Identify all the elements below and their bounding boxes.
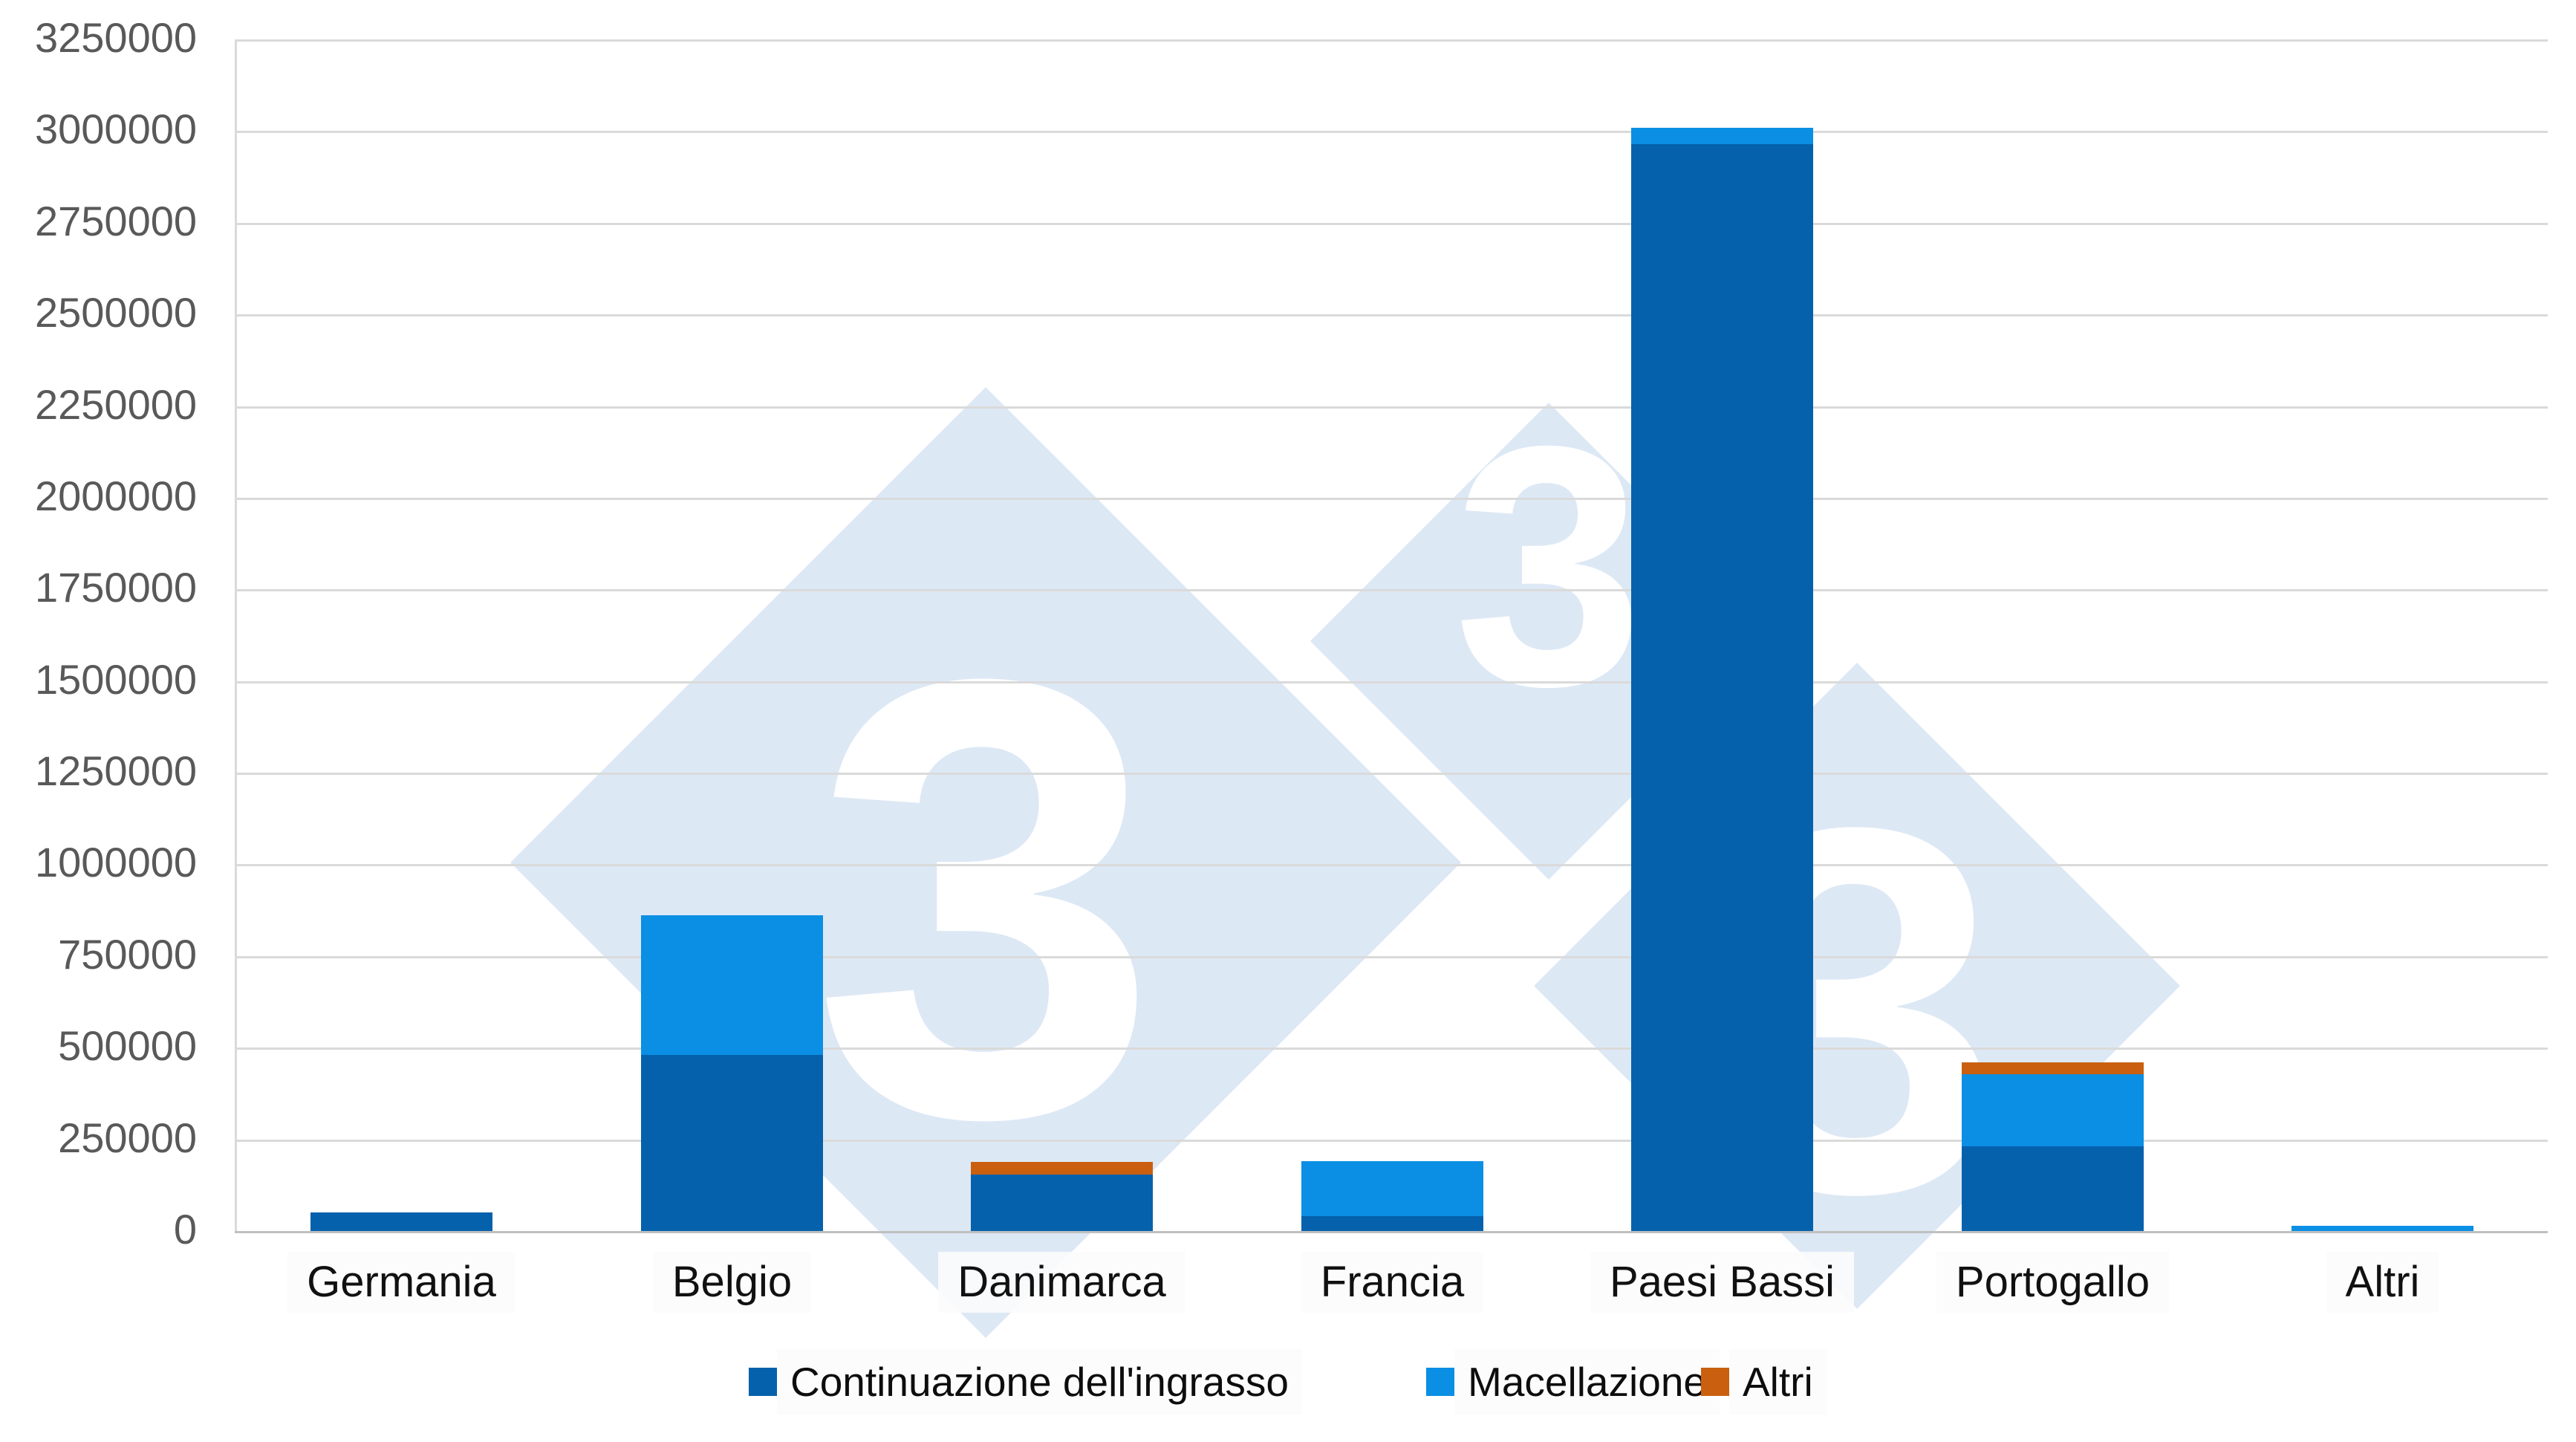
x-label-paesi-bassi: Paesi Bassi — [1557, 1252, 1887, 1313]
legend-label: Altri — [1729, 1349, 1827, 1415]
x-label-germania: Germania — [236, 1252, 567, 1313]
x-label-text: Altri — [2326, 1252, 2439, 1313]
stacked-bar-danimarca — [971, 1162, 1153, 1231]
y-tick-label-250000: 250000 — [58, 1114, 197, 1161]
y-axis-line — [235, 39, 237, 1231]
watermark-diamond-2: 3 — [1211, 304, 1886, 978]
y-tick-label-1000000: 1000000 — [34, 839, 197, 886]
bar-segment-continuazione-dell-ingrasso-belgio — [641, 1055, 823, 1231]
gridline — [236, 956, 2548, 958]
bar-slot-portogallo — [1887, 39, 2218, 1231]
y-tick-label-750000: 750000 — [58, 931, 197, 978]
bar-slot-germania — [236, 39, 567, 1231]
y-tick-label-1500000: 1500000 — [34, 656, 197, 703]
legend-label: Continuazione dell'ingrasso — [777, 1349, 1302, 1415]
y-tick-label-2000000: 2000000 — [34, 472, 197, 519]
legend-swatch-altri — [1701, 1368, 1729, 1396]
watermark-3-glyph: 3 — [1454, 376, 1644, 757]
watermark-diamond-1: 3 — [313, 190, 1658, 1442]
stacked-bar-francia — [1301, 1161, 1483, 1231]
stacked-bar-altri — [2292, 1226, 2473, 1231]
x-label-text: Francia — [1301, 1252, 1484, 1313]
bar-slot-francia — [1227, 39, 1558, 1231]
x-axis-line — [235, 1231, 2548, 1233]
bar-segment-continuazione-dell-ingrasso-germania — [310, 1212, 492, 1231]
bar-segment-continuazione-dell-ingrasso-francia — [1301, 1216, 1483, 1231]
y-tick-label-3000000: 3000000 — [34, 105, 197, 152]
y-tick-label-500000: 500000 — [58, 1022, 197, 1069]
stacked-bar-germania — [310, 1212, 492, 1231]
legend-item-altri: Altri — [1701, 1349, 1827, 1415]
x-label-text: Belgio — [652, 1252, 812, 1313]
y-tick-label-0: 0 — [173, 1206, 197, 1253]
y-tick-label-2500000: 2500000 — [34, 289, 197, 336]
bar-slot-altri — [2217, 39, 2548, 1231]
gridline — [236, 314, 2548, 316]
bar-segment-macellazione-francia — [1301, 1161, 1483, 1216]
y-tick-label-1250000: 1250000 — [34, 747, 197, 794]
x-label-portogallo: Portogallo — [1887, 1252, 2218, 1313]
gridline — [236, 498, 2548, 500]
x-label-text: Danimarca — [938, 1252, 1185, 1313]
legend-label: Macellazione — [1454, 1349, 1720, 1415]
y-tick-label-2750000: 2750000 — [34, 198, 197, 244]
y-tick-label-2250000: 2250000 — [34, 381, 197, 428]
bar-segment-continuazione-dell-ingrasso-paesi-bassi — [1631, 144, 1813, 1231]
gridline — [236, 864, 2548, 866]
x-label-danimarca: Danimarca — [897, 1252, 1227, 1313]
gridline — [236, 131, 2548, 133]
bar-segment-altri-danimarca — [971, 1162, 1153, 1175]
gridline — [236, 406, 2548, 409]
y-tick-label-1750000: 1750000 — [34, 564, 197, 611]
x-label-text: Paesi Bassi — [1590, 1252, 1855, 1313]
legend-item-macellazione: Macellazione — [1426, 1349, 1720, 1415]
legend-item-continuazione-dell-ingrasso: Continuazione dell'ingrasso — [749, 1349, 1302, 1415]
legend-swatch-continuazione-dell-ingrasso — [749, 1368, 777, 1396]
y-tick-label-3250000: 3250000 — [34, 14, 197, 61]
bar-segment-macellazione-altri — [2292, 1226, 2473, 1231]
gridline — [236, 223, 2548, 225]
x-label-text: Germania — [287, 1252, 515, 1313]
gridline — [236, 39, 2548, 42]
stacked-bar-belgio — [641, 915, 823, 1231]
stacked-bar-paesi-bassi — [1631, 128, 1813, 1231]
gridline — [236, 1140, 2548, 1142]
x-label-text: Portogallo — [1936, 1252, 2170, 1313]
bar-slot-belgio — [567, 39, 897, 1231]
x-label-belgio: Belgio — [567, 1252, 897, 1313]
bar-segment-continuazione-dell-ingrasso-danimarca — [971, 1175, 1153, 1231]
gridline — [236, 1048, 2548, 1050]
bar-segment-macellazione-portogallo — [1962, 1074, 2144, 1146]
x-label-altri: Altri — [2217, 1252, 2548, 1313]
plot-area — [236, 39, 2548, 1231]
legend-swatch-macellazione — [1426, 1368, 1454, 1396]
stacked-bar-portogallo — [1962, 1062, 2144, 1231]
x-label-francia: Francia — [1227, 1252, 1558, 1313]
bar-segment-macellazione-belgio — [641, 915, 823, 1055]
bar-segment-macellazione-paesi-bassi — [1631, 128, 1813, 144]
gridline — [236, 773, 2548, 775]
bar-slot-paesi-bassi — [1557, 39, 1887, 1231]
watermark-3-glyph: 3 — [812, 551, 1159, 1247]
gridline — [236, 681, 2548, 683]
bar-segment-altri-portogallo — [1962, 1062, 2144, 1074]
gridline — [236, 589, 2548, 591]
bar-segment-continuazione-dell-ingrasso-portogallo — [1962, 1146, 2144, 1231]
bar-slot-danimarca — [897, 39, 1227, 1231]
